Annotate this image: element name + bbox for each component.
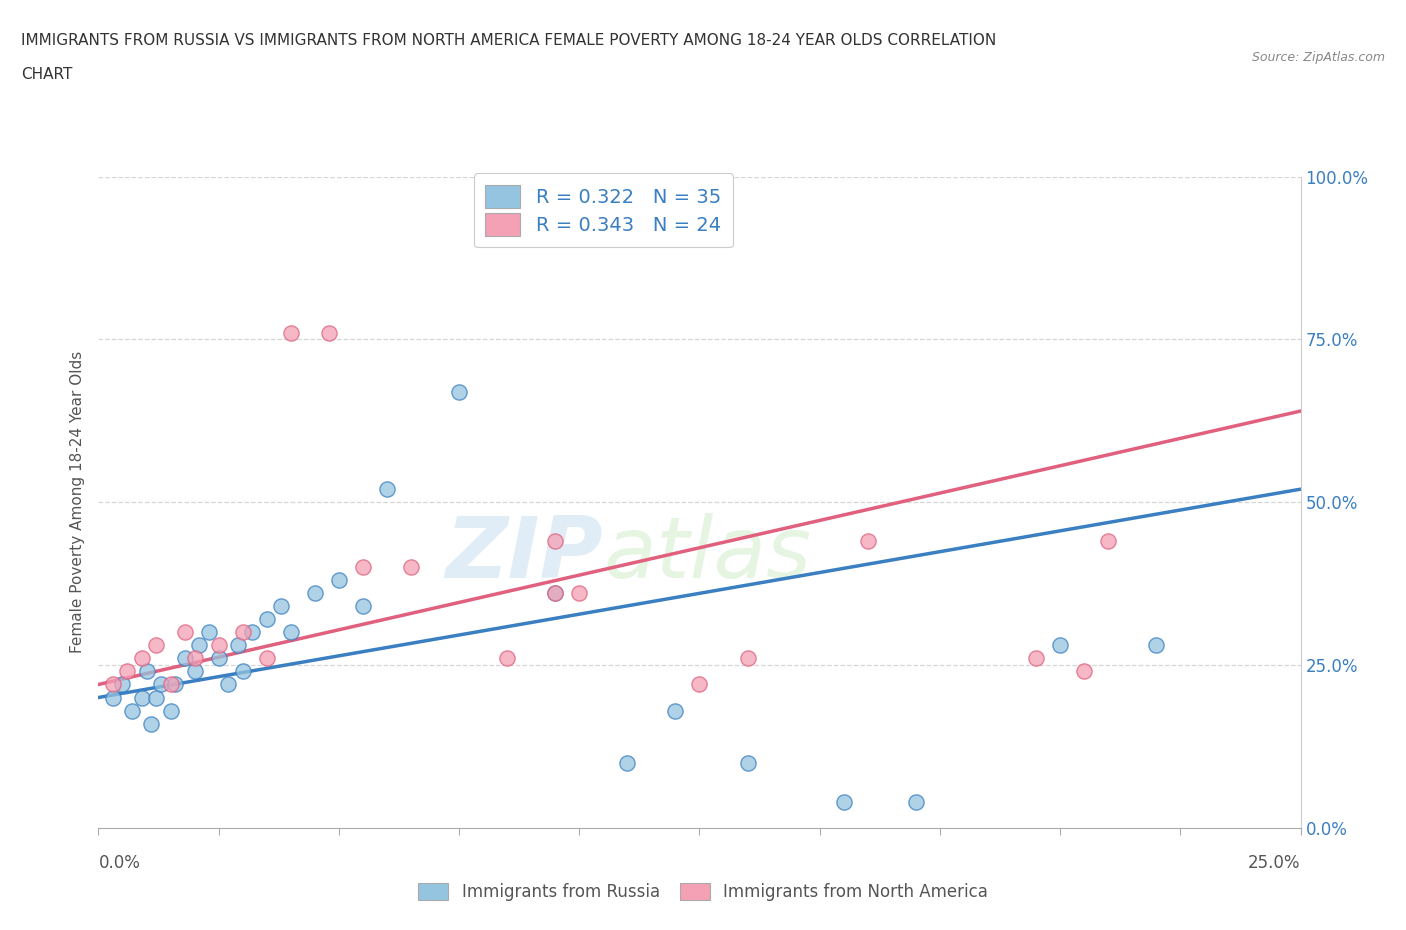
Point	[304, 586, 326, 601]
Point	[101, 690, 124, 705]
Text: 25.0%: 25.0%	[1249, 854, 1301, 872]
Legend: R = 0.322   N = 35, R = 0.343   N = 24: R = 0.322 N = 35, R = 0.343 N = 24	[474, 173, 733, 247]
Point	[145, 690, 167, 705]
Point	[544, 586, 567, 601]
Point	[1144, 638, 1167, 653]
Point	[149, 677, 172, 692]
Y-axis label: Female Poverty Among 18-24 Year Olds: Female Poverty Among 18-24 Year Olds	[69, 352, 84, 654]
Text: 0.0%: 0.0%	[98, 854, 141, 872]
Point	[352, 560, 374, 575]
Point	[141, 716, 163, 731]
Point	[616, 755, 638, 770]
Point	[688, 677, 710, 692]
Point	[737, 651, 759, 666]
Point	[217, 677, 239, 692]
Point	[121, 703, 143, 718]
Point	[174, 625, 197, 640]
Point	[375, 482, 398, 497]
Point	[135, 664, 157, 679]
Point	[318, 326, 340, 340]
Point	[256, 651, 278, 666]
Point	[1073, 664, 1095, 679]
Point	[183, 651, 205, 666]
Point	[544, 534, 567, 549]
Point	[270, 599, 292, 614]
Point	[208, 638, 231, 653]
Point	[226, 638, 249, 653]
Text: ZIP: ZIP	[446, 512, 603, 596]
Point	[904, 794, 927, 809]
Point	[145, 638, 167, 653]
Point	[159, 703, 181, 718]
Point	[832, 794, 855, 809]
Point	[232, 664, 254, 679]
Point	[447, 384, 470, 399]
Point	[1025, 651, 1047, 666]
Legend: Immigrants from Russia, Immigrants from North America: Immigrants from Russia, Immigrants from …	[412, 876, 994, 908]
Point	[280, 326, 302, 340]
Point	[101, 677, 124, 692]
Point	[165, 677, 187, 692]
Point	[240, 625, 263, 640]
Point	[399, 560, 422, 575]
Point	[131, 690, 153, 705]
Point	[544, 586, 567, 601]
Point	[198, 625, 221, 640]
Point	[256, 612, 278, 627]
Point	[159, 677, 181, 692]
Text: Source: ZipAtlas.com: Source: ZipAtlas.com	[1251, 51, 1385, 64]
Point	[1049, 638, 1071, 653]
Point	[496, 651, 519, 666]
Text: atlas: atlas	[603, 512, 811, 596]
Point	[117, 664, 139, 679]
Point	[208, 651, 231, 666]
Point	[568, 586, 591, 601]
Point	[232, 625, 254, 640]
Point	[131, 651, 153, 666]
Point	[664, 703, 686, 718]
Point	[352, 599, 374, 614]
Text: CHART: CHART	[21, 67, 73, 82]
Point	[328, 573, 350, 588]
Point	[188, 638, 211, 653]
Text: IMMIGRANTS FROM RUSSIA VS IMMIGRANTS FROM NORTH AMERICA FEMALE POVERTY AMONG 18-: IMMIGRANTS FROM RUSSIA VS IMMIGRANTS FRO…	[21, 33, 997, 47]
Point	[174, 651, 197, 666]
Point	[183, 664, 205, 679]
Point	[111, 677, 134, 692]
Point	[737, 755, 759, 770]
Point	[856, 534, 879, 549]
Point	[280, 625, 302, 640]
Point	[1097, 534, 1119, 549]
